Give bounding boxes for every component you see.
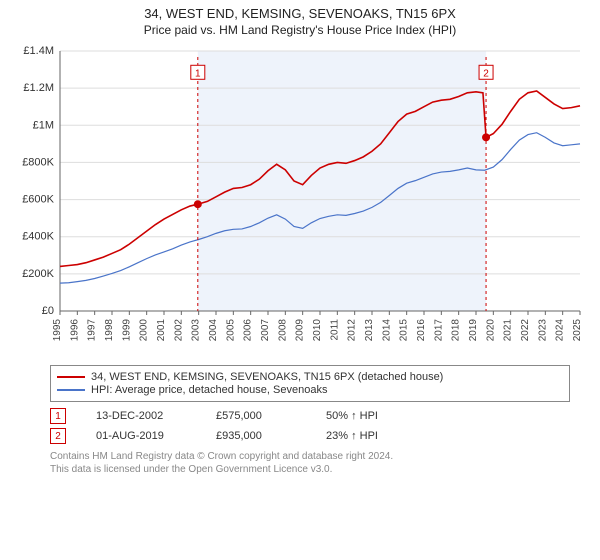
- page-title: 34, WEST END, KEMSING, SEVENOAKS, TN15 6…: [0, 6, 600, 21]
- price-chart: £0 £200K £400K £600K £800K £1M £1.2M £1.4M 1995 1…: [8, 41, 592, 361]
- svg-text:2007: 2007: [260, 319, 271, 342]
- page-subtitle: Price paid vs. HM Land Registry's House …: [0, 23, 600, 37]
- svg-text:2022: 2022: [520, 319, 531, 342]
- svg-text:2017: 2017: [433, 319, 444, 342]
- event-price: £935,000: [216, 430, 296, 442]
- svg-text:2025: 2025: [572, 319, 583, 342]
- event-marker: 1: [50, 408, 66, 424]
- svg-text:1998: 1998: [104, 319, 115, 342]
- svg-text:2006: 2006: [243, 319, 254, 342]
- svg-text:£200K: £200K: [22, 268, 54, 280]
- svg-text:2008: 2008: [277, 319, 288, 342]
- svg-text:2024: 2024: [555, 319, 566, 342]
- svg-text:£1.4M: £1.4M: [23, 45, 54, 57]
- event-date: 01-AUG-2019: [96, 430, 186, 442]
- svg-text:2004: 2004: [208, 319, 219, 342]
- svg-text:1997: 1997: [87, 319, 98, 342]
- svg-text:1995: 1995: [52, 319, 63, 342]
- svg-text:2020: 2020: [485, 319, 496, 342]
- svg-text:2001: 2001: [156, 319, 167, 342]
- svg-text:£600K: £600K: [22, 194, 54, 206]
- legend-label: HPI: Average price, detached house, Seve…: [91, 384, 327, 396]
- svg-text:2002: 2002: [173, 319, 184, 342]
- svg-text:2003: 2003: [191, 319, 202, 342]
- event-pct: 23% ↑ HPI: [326, 430, 406, 442]
- svg-text:2000: 2000: [139, 319, 150, 342]
- svg-text:2023: 2023: [537, 319, 548, 342]
- event-row: 1 13-DEC-2002 £575,000 50% ↑ HPI: [50, 408, 570, 424]
- svg-text:2021: 2021: [503, 319, 514, 342]
- svg-text:1999: 1999: [121, 319, 132, 342]
- svg-text:2: 2: [483, 68, 489, 79]
- event-marker: 2: [50, 428, 66, 444]
- svg-text:2012: 2012: [347, 319, 358, 342]
- legend-label: 34, WEST END, KEMSING, SEVENOAKS, TN15 6…: [91, 371, 443, 383]
- event-price: £575,000: [216, 410, 296, 422]
- svg-text:2013: 2013: [364, 319, 375, 342]
- legend-swatch: [57, 376, 85, 378]
- legend-row: HPI: Average price, detached house, Seve…: [57, 384, 563, 396]
- event-date: 13-DEC-2002: [96, 410, 186, 422]
- svg-text:2015: 2015: [399, 319, 410, 342]
- svg-text:2005: 2005: [225, 319, 236, 342]
- svg-text:2011: 2011: [329, 319, 340, 341]
- svg-text:£1.2M: £1.2M: [23, 82, 54, 94]
- svg-text:1: 1: [195, 68, 201, 79]
- legend: 34, WEST END, KEMSING, SEVENOAKS, TN15 6…: [50, 365, 570, 402]
- footer: Contains HM Land Registry data © Crown c…: [50, 450, 570, 476]
- footer-line-2: This data is licensed under the Open Gov…: [50, 463, 570, 476]
- svg-text:2019: 2019: [468, 319, 479, 342]
- event-row: 2 01-AUG-2019 £935,000 23% ↑ HPI: [50, 428, 570, 444]
- svg-text:2014: 2014: [381, 319, 392, 342]
- svg-text:£800K: £800K: [22, 156, 54, 168]
- svg-text:£1M: £1M: [33, 119, 54, 131]
- legend-row: 34, WEST END, KEMSING, SEVENOAKS, TN15 6…: [57, 371, 563, 383]
- svg-text:£0: £0: [42, 305, 54, 317]
- legend-swatch: [57, 389, 85, 391]
- svg-text:£400K: £400K: [22, 231, 54, 243]
- events-table: 1 13-DEC-2002 £575,000 50% ↑ HPI 2 01-AUG-201…: [50, 408, 570, 444]
- footer-line-1: Contains HM Land Registry data © Crown c…: [50, 450, 570, 463]
- svg-text:1996: 1996: [69, 319, 80, 342]
- svg-text:2018: 2018: [451, 319, 462, 342]
- svg-text:2016: 2016: [416, 319, 427, 342]
- event-pct: 50% ↑ HPI: [326, 410, 406, 422]
- svg-text:2009: 2009: [295, 319, 306, 342]
- svg-text:2010: 2010: [312, 319, 323, 342]
